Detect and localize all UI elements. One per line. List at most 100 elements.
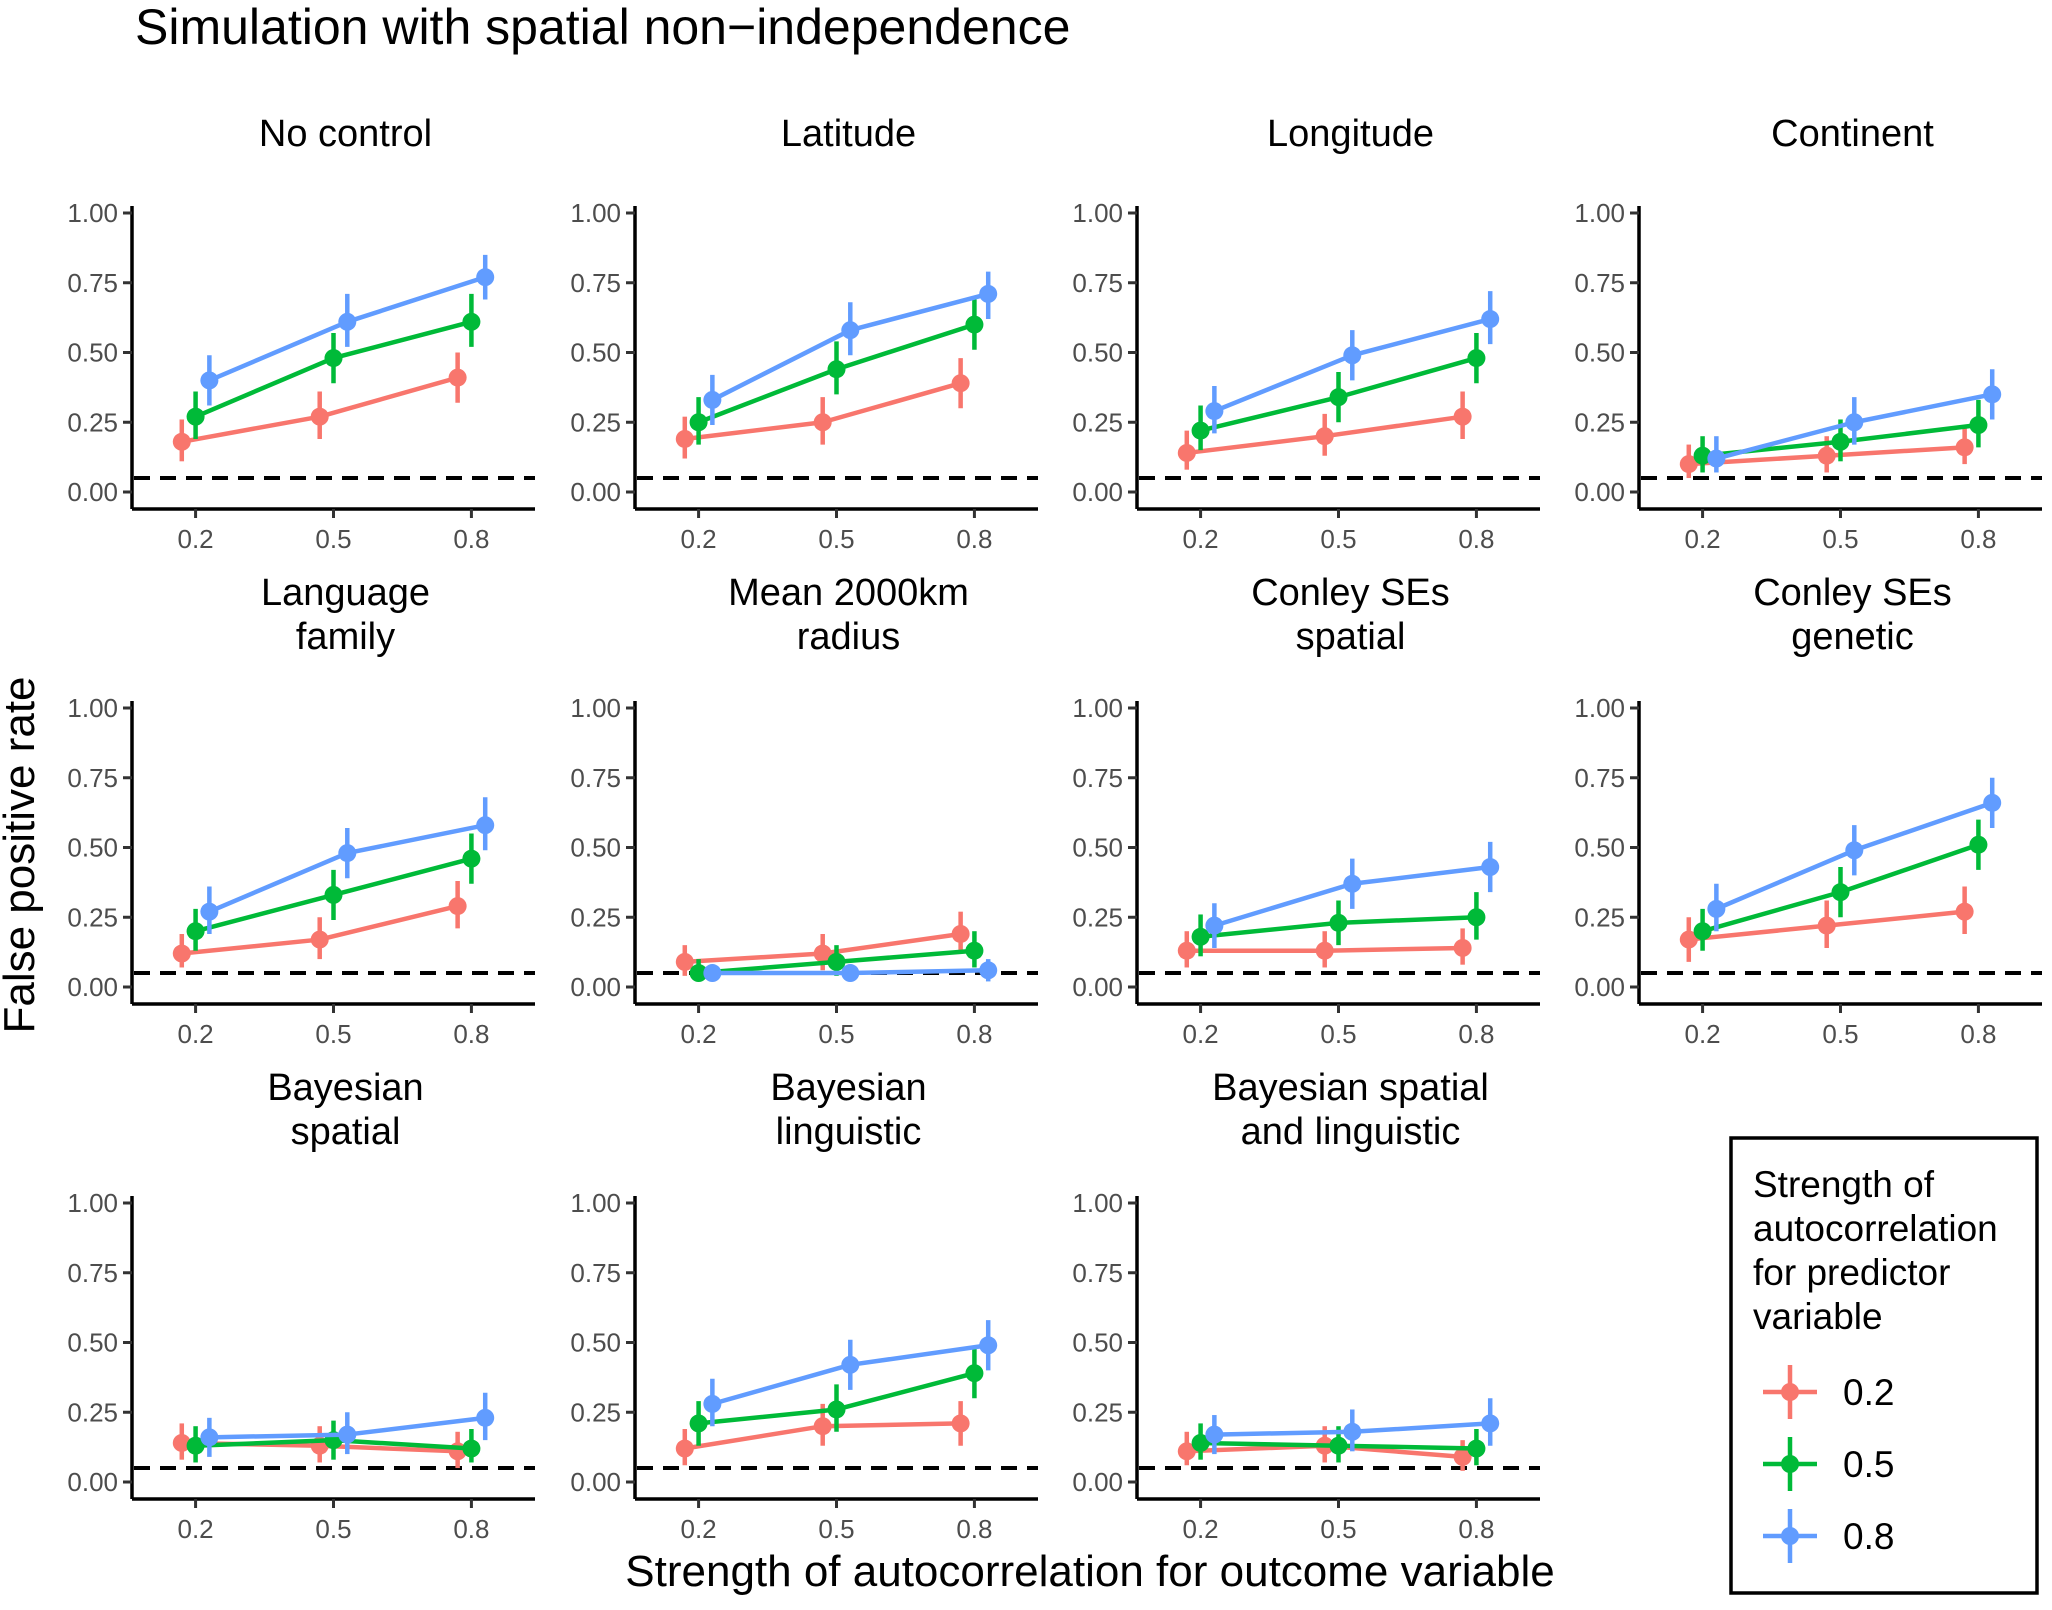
data-point xyxy=(703,964,722,983)
y-tick-label: 0.50 xyxy=(1574,833,1625,863)
y-tick-label: 0.75 xyxy=(67,1258,118,1288)
data-point xyxy=(1817,916,1836,935)
y-tick-label: 0.00 xyxy=(1072,972,1123,1002)
panel-title: linguistic xyxy=(776,1111,922,1153)
y-tick-label: 0.50 xyxy=(570,338,621,368)
data-point xyxy=(462,849,481,868)
data-point xyxy=(965,941,984,960)
data-point xyxy=(172,1433,191,1452)
data-point xyxy=(1343,874,1362,893)
data-point xyxy=(965,315,984,334)
x-tick-label: 0.8 xyxy=(453,1019,489,1049)
data-point xyxy=(1467,1439,1486,1458)
y-tick-label: 0.75 xyxy=(570,268,621,298)
y-tick-label: 0.50 xyxy=(570,833,621,863)
data-point xyxy=(310,930,329,949)
data-point xyxy=(813,944,832,963)
panel-title: radius xyxy=(797,616,901,658)
y-tick-label: 0.75 xyxy=(1574,763,1625,793)
x-tick-label: 0.8 xyxy=(1458,1514,1494,1544)
y-tick-label: 0.00 xyxy=(1072,1467,1123,1497)
legend-title: Strength of xyxy=(1753,1164,1935,1205)
data-point xyxy=(841,321,860,340)
data-point xyxy=(1343,1422,1362,1441)
y-tick-label: 1.00 xyxy=(1574,198,1625,228)
data-point xyxy=(841,1355,860,1374)
y-tick-label: 0.25 xyxy=(570,407,621,437)
data-point xyxy=(1679,930,1698,949)
x-tick-label: 0.8 xyxy=(956,1019,992,1049)
data-point xyxy=(338,1425,357,1444)
data-point xyxy=(448,368,467,387)
x-tick-label: 0.5 xyxy=(818,524,854,554)
legend-title: for predictor xyxy=(1753,1252,1950,1293)
y-tick-label: 0.00 xyxy=(570,1467,621,1497)
data-point xyxy=(827,360,846,379)
x-tick-label: 0.8 xyxy=(956,524,992,554)
y-tick-label: 1.00 xyxy=(570,1188,621,1218)
data-point xyxy=(1453,938,1472,957)
data-point xyxy=(951,1414,970,1433)
data-point xyxy=(186,922,205,941)
data-point xyxy=(1845,841,1864,860)
data-point xyxy=(200,902,219,921)
y-tick-label: 0.25 xyxy=(67,902,118,932)
x-tick-label: 0.8 xyxy=(1458,1019,1494,1049)
x-tick-label: 0.5 xyxy=(315,1514,351,1544)
y-tick-label: 1.00 xyxy=(570,198,621,228)
y-tick-label: 0.00 xyxy=(67,972,118,1002)
legend-label: 0.8 xyxy=(1843,1516,1894,1557)
panel-title: Continent xyxy=(1771,113,1934,155)
data-point xyxy=(675,1439,694,1458)
y-tick-label: 0.25 xyxy=(1072,407,1123,437)
y-tick-label: 0.50 xyxy=(1072,833,1123,863)
x-tick-label: 0.8 xyxy=(1458,524,1494,554)
y-tick-label: 1.00 xyxy=(67,693,118,723)
chart-title: Simulation with spatial non−independence xyxy=(135,0,1070,55)
data-point xyxy=(186,407,205,426)
data-point xyxy=(1481,310,1500,329)
data-point xyxy=(324,349,343,368)
y-tick-label: 0.25 xyxy=(570,902,621,932)
data-point xyxy=(979,1336,998,1355)
y-tick-label: 0.25 xyxy=(1574,407,1625,437)
data-point xyxy=(1831,432,1850,451)
y-tick-label: 0.00 xyxy=(570,477,621,507)
y-tick-label: 0.25 xyxy=(570,1397,621,1427)
data-point xyxy=(689,413,708,432)
y-tick-label: 0.25 xyxy=(1072,902,1123,932)
data-point xyxy=(338,844,357,863)
data-point xyxy=(979,284,998,303)
data-point xyxy=(1679,455,1698,474)
data-point xyxy=(1707,899,1726,918)
y-tick-label: 0.75 xyxy=(67,763,118,793)
data-point xyxy=(1693,922,1712,941)
x-tick-label: 0.5 xyxy=(818,1019,854,1049)
panel-title: family xyxy=(296,616,395,658)
y-tick-label: 0.75 xyxy=(1072,1258,1123,1288)
y-tick-label: 0.50 xyxy=(67,833,118,863)
data-point xyxy=(200,1428,219,1447)
data-point xyxy=(689,964,708,983)
data-point xyxy=(1983,385,2002,404)
x-tick-label: 0.8 xyxy=(956,1514,992,1544)
data-point xyxy=(1707,449,1726,468)
data-point xyxy=(813,1417,832,1436)
data-point xyxy=(1955,438,1974,457)
data-point xyxy=(1845,413,1864,432)
y-tick-label: 1.00 xyxy=(1574,693,1625,723)
y-tick-label: 1.00 xyxy=(1072,693,1123,723)
data-point xyxy=(1481,1414,1500,1433)
data-point xyxy=(703,1394,722,1413)
data-point xyxy=(1177,941,1196,960)
panel-title: No control xyxy=(259,113,432,155)
y-tick-label: 0.75 xyxy=(1072,763,1123,793)
data-point xyxy=(172,432,191,451)
x-tick-label: 0.2 xyxy=(1183,1019,1219,1049)
y-tick-label: 0.00 xyxy=(570,972,621,1002)
data-point xyxy=(1191,1433,1210,1452)
y-tick-label: 0.50 xyxy=(1072,338,1123,368)
